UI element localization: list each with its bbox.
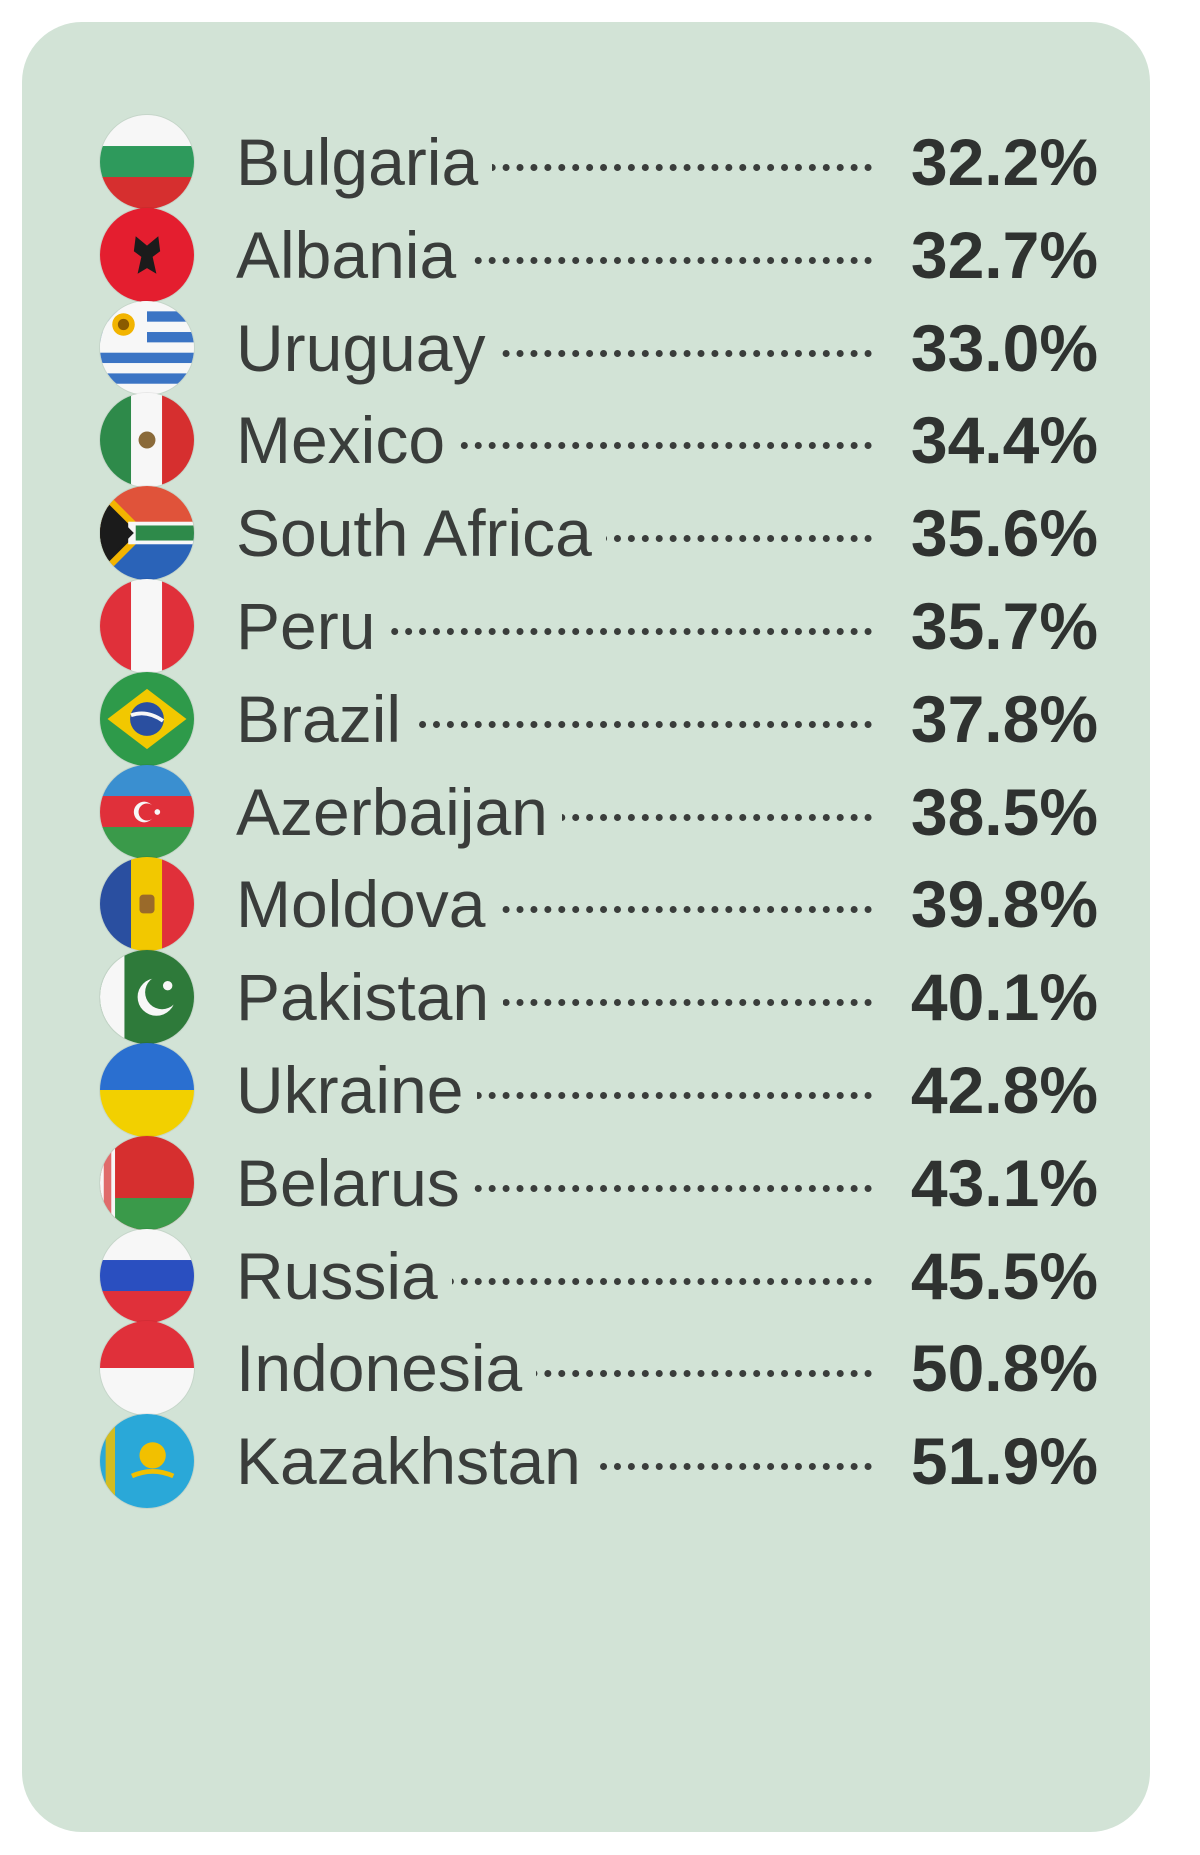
peru-flag-icon <box>100 579 194 673</box>
country-name: South Africa <box>236 479 606 588</box>
albania-flag-icon <box>100 207 194 302</box>
country-value: 40.1% <box>900 943 1098 1052</box>
dotted-leader <box>252 1370 872 1378</box>
country-name: Moldova <box>236 850 500 959</box>
country-value: 50.8% <box>900 1314 1098 1423</box>
list-item: Mexico 34.4% <box>22 386 1150 495</box>
list-item: Peru 35.7% <box>22 572 1150 680</box>
list-item: Bulgaria 32.2% <box>22 108 1150 216</box>
country-name: Albania <box>236 200 471 309</box>
country-value: 35.6% <box>900 479 1098 588</box>
list-item: South Africa 35.6% <box>22 479 1150 588</box>
country-name: Pakistan <box>236 943 504 1052</box>
russia-flag-icon <box>100 1228 194 1323</box>
bulgaria-flag-icon <box>100 115 194 209</box>
country-value: 38.5% <box>900 757 1098 866</box>
country-value: 43.1% <box>900 1128 1098 1237</box>
dotted-leader <box>252 628 872 635</box>
mexico-flag-icon <box>100 393 194 488</box>
list-item: Uruguay 33.0% <box>22 293 1150 402</box>
moldova-flag-icon <box>100 857 194 952</box>
country-value: 42.8% <box>900 1036 1098 1144</box>
ranking-card: Bulgaria 32.2% Albania 32.7% Uruguay 33.0% Mex… <box>22 22 1150 1832</box>
list-item: Kazakhstan 51.9% <box>22 1407 1150 1516</box>
list-item: Belarus 43.1% <box>22 1128 1150 1237</box>
kazakhstan-flag-icon <box>100 1414 194 1509</box>
country-name: Ukraine <box>236 1036 478 1144</box>
country-value: 32.2% <box>900 108 1098 216</box>
list-item: Moldova 39.8% <box>22 850 1150 959</box>
country-value: 35.7% <box>900 572 1098 680</box>
dotted-leader <box>252 813 872 821</box>
country-value: 45.5% <box>900 1221 1098 1330</box>
dotted-leader <box>252 164 872 171</box>
country-name: Indonesia <box>236 1314 537 1423</box>
country-value: 39.8% <box>900 850 1098 959</box>
country-name: Russia <box>236 1221 452 1330</box>
dotted-leader <box>252 349 872 357</box>
list-item: Brazil 37.8% <box>22 664 1150 773</box>
country-value: 51.9% <box>900 1407 1098 1516</box>
country-name: Belarus <box>236 1128 474 1237</box>
dotted-leader <box>252 906 872 914</box>
country-value: 37.8% <box>900 664 1098 773</box>
list-item: Ukraine 42.8% <box>22 1036 1150 1144</box>
country-name: Kazakhstan <box>236 1407 595 1516</box>
list-item: Albania 32.7% <box>22 200 1150 309</box>
brazil-flag-icon <box>100 671 194 766</box>
country-name: Uruguay <box>236 293 500 402</box>
list-item: Indonesia 50.8% <box>22 1314 1150 1423</box>
azerbaijan-flag-icon <box>100 764 194 859</box>
country-value: 33.0% <box>900 293 1098 402</box>
uruguay-flag-icon <box>100 300 194 395</box>
dotted-leader <box>252 720 872 728</box>
dotted-leader <box>252 1092 872 1099</box>
belarus-flag-icon <box>100 1135 194 1230</box>
dotted-leader <box>252 442 872 450</box>
south-africa-flag-icon <box>100 486 194 581</box>
country-name: Brazil <box>236 664 416 773</box>
pakistan-flag-icon <box>100 950 194 1045</box>
dotted-leader <box>252 256 872 264</box>
dotted-leader <box>252 1277 872 1285</box>
country-name: Azerbaijan <box>236 757 562 866</box>
dotted-leader <box>252 1184 872 1192</box>
country-value: 34.4% <box>900 386 1098 495</box>
country-value: 32.7% <box>900 200 1098 309</box>
country-name: Peru <box>236 572 390 680</box>
list-item: Russia 45.5% <box>22 1221 1150 1330</box>
list-item: Pakistan 40.1% <box>22 943 1150 1052</box>
indonesia-flag-icon <box>100 1321 194 1416</box>
dotted-leader <box>252 999 872 1007</box>
country-name: Mexico <box>236 386 460 495</box>
ukraine-flag-icon <box>100 1043 194 1137</box>
country-name: Bulgaria <box>236 108 493 216</box>
list-item: Azerbaijan 38.5% <box>22 757 1150 866</box>
